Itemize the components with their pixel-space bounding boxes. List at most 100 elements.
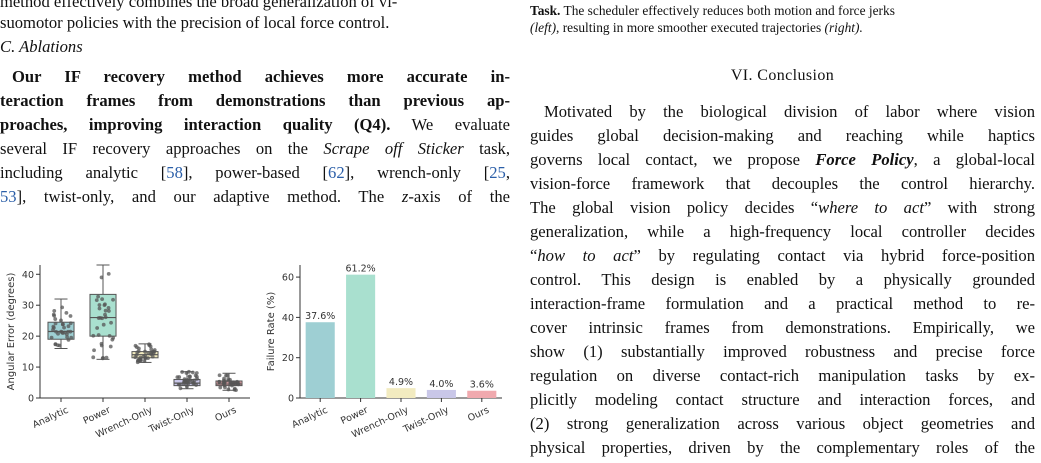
conclusion-line-7: “how to act” by regulating contact via h…	[530, 246, 1036, 265]
y-tick-label: 20	[22, 332, 34, 343]
box-point	[68, 321, 73, 326]
para-line-4: several IF recovery approaches on the Sc…	[0, 139, 510, 158]
box-point	[60, 322, 65, 327]
box-point	[138, 357, 143, 362]
box-point	[223, 385, 227, 390]
box-point	[218, 385, 223, 390]
box-point	[91, 355, 96, 360]
box-point	[107, 333, 112, 338]
box-point	[103, 308, 108, 313]
box-point	[106, 306, 111, 310]
box-point	[60, 331, 65, 336]
figure-caption-line-2: (left), resulting in more smoother execu…	[530, 20, 863, 35]
box-point	[96, 294, 101, 299]
box-point	[91, 333, 96, 338]
box-point	[100, 297, 105, 302]
box-point	[184, 384, 189, 389]
y-tick-label: 10	[22, 363, 34, 374]
conclusion-line-6: generalization, while a high-frequency l…	[530, 222, 1035, 241]
line-2: suomotor policies with the precision of …	[0, 13, 390, 32]
box-point	[59, 318, 63, 323]
conclusion-line-1: Motivated by the biological division of …	[544, 102, 1035, 121]
box-point	[53, 321, 58, 326]
box-point	[217, 379, 222, 384]
box-point	[97, 303, 102, 307]
subsection-heading: C. Ablations	[0, 37, 83, 56]
conclusion-line-12: regulation on diverse contact-rich manip…	[530, 366, 1035, 385]
box-point	[68, 314, 73, 318]
box-point	[57, 343, 62, 348]
box-point	[106, 271, 111, 276]
conclusion-line-14: (2) strong generalization across various…	[530, 414, 1035, 433]
x-tick-label: Twist-Only	[147, 405, 197, 436]
box-point	[102, 303, 107, 308]
box-point	[53, 317, 58, 321]
y-axis-label: Angular Error (degrees)	[6, 273, 17, 391]
conclusion-line-4: vision-force framework that decouples th…	[530, 174, 1035, 193]
bar-data-label: 3.6%	[470, 380, 494, 391]
box-point	[143, 349, 147, 354]
box-point	[150, 354, 155, 359]
y-tick-label: 20	[282, 353, 294, 364]
x-tick-label: Analytic	[31, 405, 70, 431]
para-line-5: including analytic [58], power-based [62…	[0, 163, 510, 182]
conclusion-line-8: control. This design is enabled by a phy…	[530, 270, 1035, 289]
angular-error-box-plot: 0 10 20 30 40 Angular Error (degrees) Analytic…	[6, 264, 250, 441]
box-point	[111, 297, 115, 302]
box-point	[230, 383, 234, 388]
box-point	[66, 338, 71, 342]
box-point	[194, 371, 199, 375]
box-point	[225, 373, 230, 378]
figure-caption-line-1: Task. The scheduler effectively reduces …	[530, 3, 895, 18]
box-point	[103, 315, 108, 320]
conclusion-line-2: guides global decision-making and reachi…	[530, 126, 1035, 145]
box-point	[180, 370, 185, 374]
box-point	[56, 331, 60, 336]
box-point	[69, 335, 74, 340]
bar-data-label: 4.0%	[429, 379, 453, 390]
bar-analytic	[305, 322, 335, 398]
box-point	[99, 341, 104, 346]
y-tick-label: 40	[282, 313, 294, 324]
section-heading-conclusion: VI. Conclusion	[730, 67, 835, 84]
bold-line-1: Our IF recovery method achieves more acc…	[12, 67, 510, 86]
box-point	[95, 326, 100, 330]
box-point	[111, 336, 116, 340]
box-point	[230, 380, 234, 385]
box-point	[228, 377, 232, 382]
box-point	[183, 379, 188, 383]
box-point	[108, 344, 113, 349]
box-point	[184, 371, 189, 375]
conclusion-line-3: governs local contact, we propose Force …	[530, 150, 1035, 169]
y-tick-label: 0	[28, 394, 34, 405]
box-point	[99, 275, 104, 280]
x-tick-label: Ours	[213, 405, 238, 424]
box-point	[236, 382, 241, 387]
box-point	[190, 370, 195, 375]
box-point	[94, 298, 99, 303]
x-tick-label: Twist-Only	[401, 405, 451, 436]
box-point	[51, 324, 56, 329]
bar-data-label: 4.9%	[389, 377, 413, 388]
box-point	[222, 380, 227, 385]
box-point	[146, 351, 151, 355]
bar-power	[346, 274, 376, 398]
cut-line-1: method effectively combines the broad ge…	[0, 0, 398, 11]
bar-twist-only	[426, 389, 456, 398]
box-point	[147, 343, 152, 348]
conclusion-line-9: interaction-frame formulation and a prac…	[530, 294, 1035, 313]
box-point	[60, 305, 65, 310]
bar-data-label: 37.6%	[305, 311, 335, 322]
box-point	[134, 353, 139, 358]
conclusion-line-15: physical properties, driven by the compl…	[530, 438, 1035, 457]
box-point	[64, 311, 69, 315]
box-power	[89, 293, 117, 337]
y-axis-label: Failure Rate (%)	[266, 292, 277, 372]
para-line-6: 53], twist-only, and our adaptive method…	[0, 187, 510, 206]
bar-data-label: 61.2%	[346, 264, 376, 275]
box-point	[194, 383, 199, 387]
box-point	[101, 322, 106, 327]
box-point	[146, 356, 150, 361]
box-point	[136, 346, 141, 351]
box-point	[149, 350, 154, 355]
